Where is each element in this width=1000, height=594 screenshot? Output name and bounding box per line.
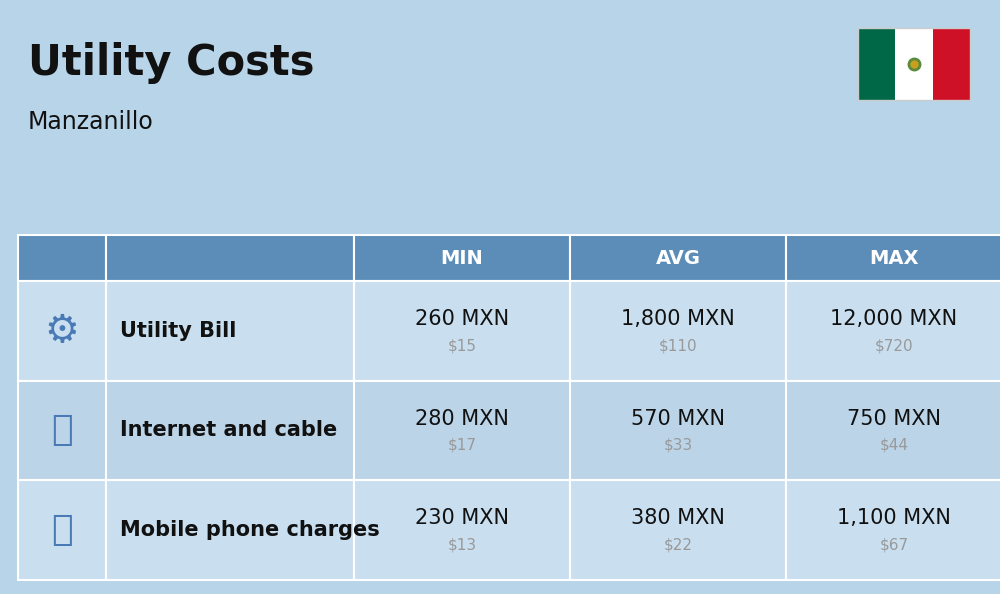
Bar — [786, 235, 1000, 281]
Bar — [786, 381, 1000, 481]
Text: 1,800 MXN: 1,800 MXN — [621, 309, 735, 329]
Text: 📶: 📶 — [51, 413, 73, 447]
Text: $22: $22 — [664, 538, 692, 552]
Bar — [106, 481, 354, 580]
Bar — [858, 28, 970, 100]
Text: MAX: MAX — [869, 248, 919, 267]
Text: $67: $67 — [879, 538, 909, 552]
Text: 380 MXN: 380 MXN — [631, 508, 725, 528]
Text: $13: $13 — [447, 538, 477, 552]
Bar — [786, 481, 1000, 580]
Bar — [570, 281, 786, 381]
Text: $720: $720 — [875, 339, 913, 353]
Text: $33: $33 — [663, 438, 693, 453]
Bar — [354, 281, 570, 381]
Bar — [18, 281, 106, 381]
Bar — [933, 28, 970, 100]
Bar — [18, 481, 106, 580]
Bar — [106, 281, 354, 381]
Text: 260 MXN: 260 MXN — [415, 309, 509, 329]
Text: $15: $15 — [448, 339, 477, 353]
Text: $44: $44 — [880, 438, 908, 453]
Bar — [354, 235, 570, 281]
Text: Utility Costs: Utility Costs — [28, 42, 314, 84]
Bar — [18, 381, 106, 481]
Bar — [786, 281, 1000, 381]
Text: 280 MXN: 280 MXN — [415, 409, 509, 428]
Bar — [895, 28, 933, 100]
Text: 570 MXN: 570 MXN — [631, 409, 725, 428]
Bar — [570, 381, 786, 481]
Text: $17: $17 — [448, 438, 477, 453]
Text: AVG: AVG — [656, 248, 700, 267]
Text: 12,000 MXN: 12,000 MXN — [830, 309, 958, 329]
Text: ⚙: ⚙ — [45, 312, 79, 350]
Text: 📱: 📱 — [51, 513, 73, 547]
Text: 750 MXN: 750 MXN — [847, 409, 941, 428]
Bar — [354, 381, 570, 481]
Text: Mobile phone charges: Mobile phone charges — [120, 520, 380, 540]
Text: 1,100 MXN: 1,100 MXN — [837, 508, 951, 528]
Text: 230 MXN: 230 MXN — [415, 508, 509, 528]
Bar — [354, 481, 570, 580]
Text: $110: $110 — [659, 339, 697, 353]
Bar — [858, 28, 895, 100]
Bar — [106, 381, 354, 481]
Text: Utility Bill: Utility Bill — [120, 321, 236, 341]
Text: MIN: MIN — [441, 248, 483, 267]
Bar — [570, 481, 786, 580]
Bar — [18, 235, 106, 281]
Bar — [570, 235, 786, 281]
Text: Internet and cable: Internet and cable — [120, 421, 337, 441]
Bar — [106, 235, 354, 281]
Text: Manzanillo: Manzanillo — [28, 110, 154, 134]
